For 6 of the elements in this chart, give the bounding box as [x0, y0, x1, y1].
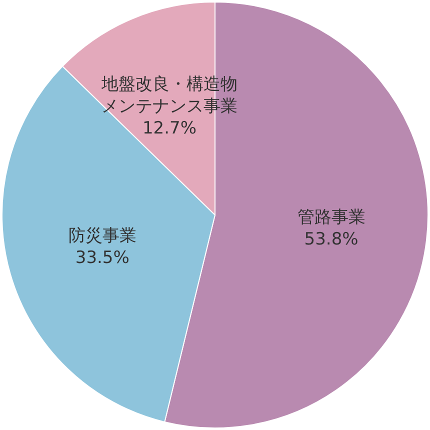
data-label: 53.8%	[304, 230, 358, 250]
slice-label: 管路事業	[297, 208, 366, 228]
data-label: 12.7%	[142, 118, 196, 139]
slice-label: 防災事業	[68, 226, 136, 246]
slice-label: 地盤改良・構造物メンテナンス事業	[100, 74, 238, 117]
data-label: 33.5%	[75, 248, 130, 268]
